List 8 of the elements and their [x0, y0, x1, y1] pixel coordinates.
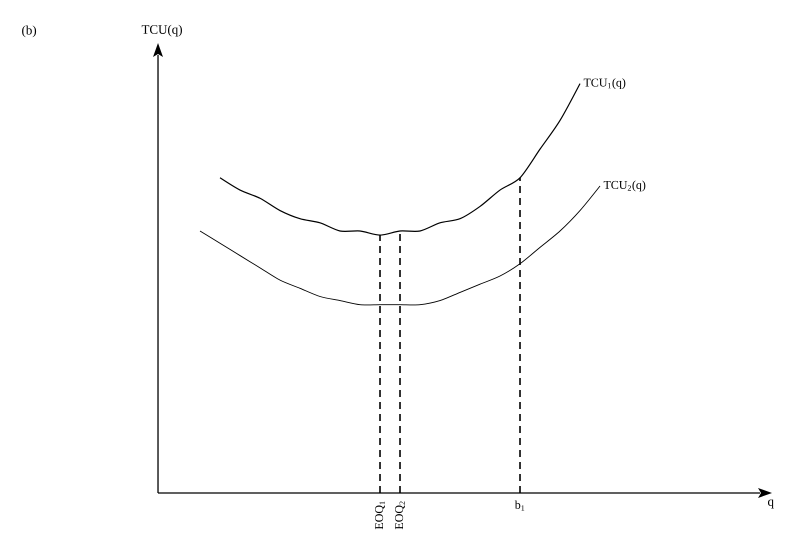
text: (b) [22, 26, 36, 38]
x-tick-label: EOQ$_{2}$ [395, 501, 405, 530]
y-axis-title: TCU(q) [142, 24, 182, 36]
text: q [768, 500, 774, 508]
x-tick-label: EOQ$_{1}$ [375, 501, 385, 530]
x-tick-label: b$_{1}$ [514, 500, 524, 511]
series-label: TCU$_{1}$(q) [584, 78, 626, 90]
series-label: TCU$_{2}$(q) [604, 180, 646, 192]
